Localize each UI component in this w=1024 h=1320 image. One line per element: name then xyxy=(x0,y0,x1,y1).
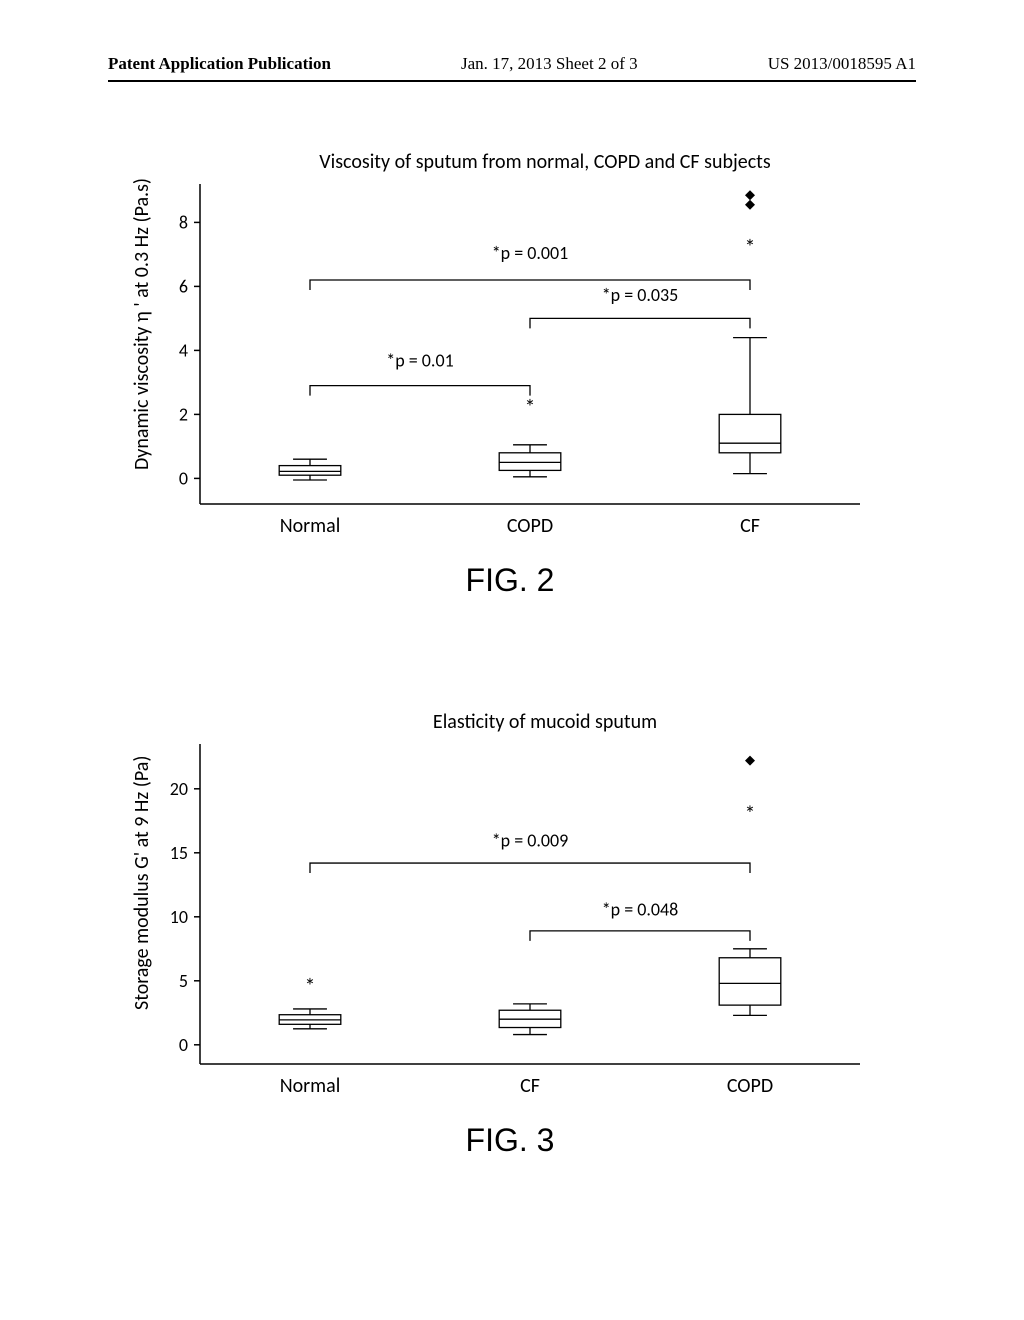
fig2-title: Viscosity of sputum from normal, COPD an… xyxy=(200,150,890,174)
svg-text:20: 20 xyxy=(170,778,188,800)
svg-text:*p = 0.01: *p = 0.01 xyxy=(386,349,453,371)
fig3-caption: FIG. 3 xyxy=(130,1122,890,1159)
fig2-plot: 0 2 4 6 8 Normal COPD CF *p = 0.001 *p = 0.035 *p … xyxy=(130,174,890,544)
fig2-caption: FIG. 2 xyxy=(130,562,890,599)
svg-text:6: 6 xyxy=(179,275,188,297)
svg-text:2: 2 xyxy=(179,403,188,425)
svg-text:COPD: COPD xyxy=(507,514,553,538)
svg-text:COPD: COPD xyxy=(727,1074,773,1098)
svg-text:0: 0 xyxy=(179,467,188,489)
svg-text:15: 15 xyxy=(170,842,188,864)
fig3-ylabel: Storage modulus G' at 9 Hz (Pa) xyxy=(130,756,154,1010)
svg-text:*: * xyxy=(305,973,316,1000)
header-rule xyxy=(108,80,916,82)
svg-text:*: * xyxy=(525,393,536,420)
svg-text:*p = 0.035: *p = 0.035 xyxy=(602,284,679,306)
header-center: Jan. 17, 2013 Sheet 2 of 3 xyxy=(461,54,638,74)
fig3-title: Elasticity of mucoid sputum xyxy=(200,710,890,734)
svg-text:CF: CF xyxy=(520,1074,540,1098)
svg-text:0: 0 xyxy=(179,1034,188,1056)
svg-text:Normal: Normal xyxy=(280,514,341,538)
svg-text:CF: CF xyxy=(740,514,760,538)
svg-text:*p = 0.009: *p = 0.009 xyxy=(492,829,569,851)
svg-text:8: 8 xyxy=(179,211,188,233)
figure-3: Elasticity of mucoid sputum Storage modu… xyxy=(130,710,890,1159)
svg-text:*: * xyxy=(745,800,756,827)
fig3-plot: 0 5 10 15 20 Normal CF COPD *p = 0.009 *p = 0.048… xyxy=(130,734,890,1104)
page-header: Patent Application Publication Jan. 17, … xyxy=(108,54,916,74)
svg-text:*: * xyxy=(745,233,756,260)
svg-text:5: 5 xyxy=(179,970,188,992)
svg-text:Normal: Normal xyxy=(280,1074,341,1098)
figure-2: Viscosity of sputum from normal, COPD an… xyxy=(130,150,890,599)
header-left: Patent Application Publication xyxy=(108,54,331,74)
fig2-ylabel: Dynamic viscosity η ' at 0.3 Hz (Pa.s) xyxy=(130,178,154,470)
svg-text:*p = 0.048: *p = 0.048 xyxy=(602,899,679,921)
svg-text:10: 10 xyxy=(170,906,188,928)
header-right: US 2013/0018595 A1 xyxy=(768,54,916,74)
svg-text:4: 4 xyxy=(179,339,188,361)
svg-text:*p = 0.001: *p = 0.001 xyxy=(492,242,569,264)
